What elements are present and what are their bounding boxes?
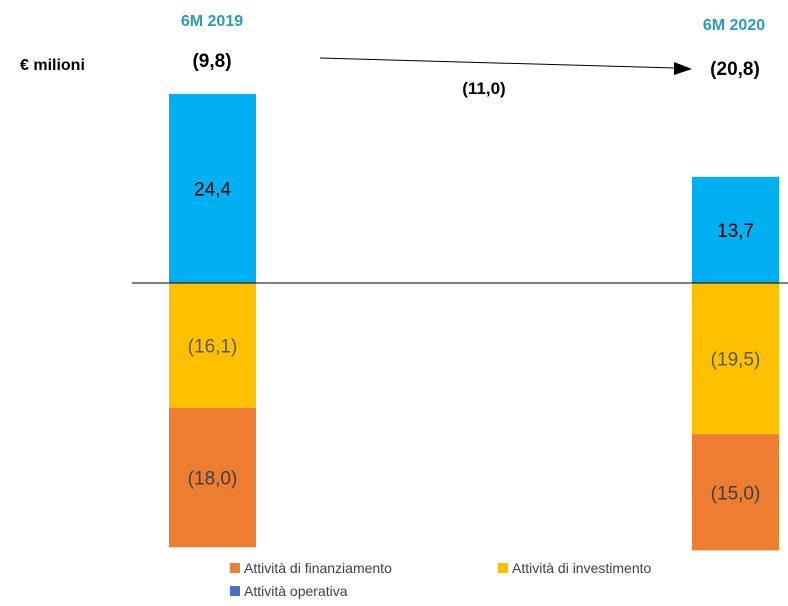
legend-item-operativa: Attività operativa [230,583,348,599]
bar-operativa-6m-2019 [169,93,256,284]
bar-finanziamento-6m-2019 [169,407,256,548]
legend-label-finanziamento: Attività di finanziamento [244,560,392,576]
bar-finanziamento-6m-2020 [692,434,779,551]
unit-label: € milioni [20,57,85,74]
legend-swatch-finanziamento [230,563,240,573]
bar-investimento-6m-2020 [692,283,779,435]
bars-group: 24,4 (16,1) (18,0) 13,7 (19,5) (15,0) [169,93,779,551]
legend-label-investimento: Attività di investimento [512,560,652,576]
total-label-2019: (9,8) [192,51,231,72]
data-label-finanziamento-6m-2020: (15,0) [711,483,761,504]
data-label-investimento-6m-2019: (16,1) [188,336,238,357]
legend-item-finanziamento: Attività di finanziamento [230,560,392,576]
legend-item-investimento: Attività di investimento [498,560,651,576]
data-label-operativa-6m-2020: 13,7 [717,221,754,242]
change-label: (11,0) [462,79,505,98]
bar-investimento-6m-2019 [169,283,256,408]
legend-swatch-operativa [230,586,240,596]
legend-label-operativa: Attività operativa [244,583,348,599]
period-label-2020: 6M 2020 [703,17,765,34]
data-label-finanziamento-6m-2019: (18,0) [188,469,238,490]
total-label-2020: (20,8) [710,59,760,80]
period-label-2019: 6M 2019 [181,13,243,30]
bar-operativa-6m-2020 [692,176,779,283]
change-arrow [319,57,676,69]
data-label-operativa-6m-2019: 24,4 [194,179,231,200]
legend-swatch-investimento [498,563,508,573]
data-label-investimento-6m-2020: (19,5) [711,350,761,371]
change-arrow-head [674,62,692,75]
